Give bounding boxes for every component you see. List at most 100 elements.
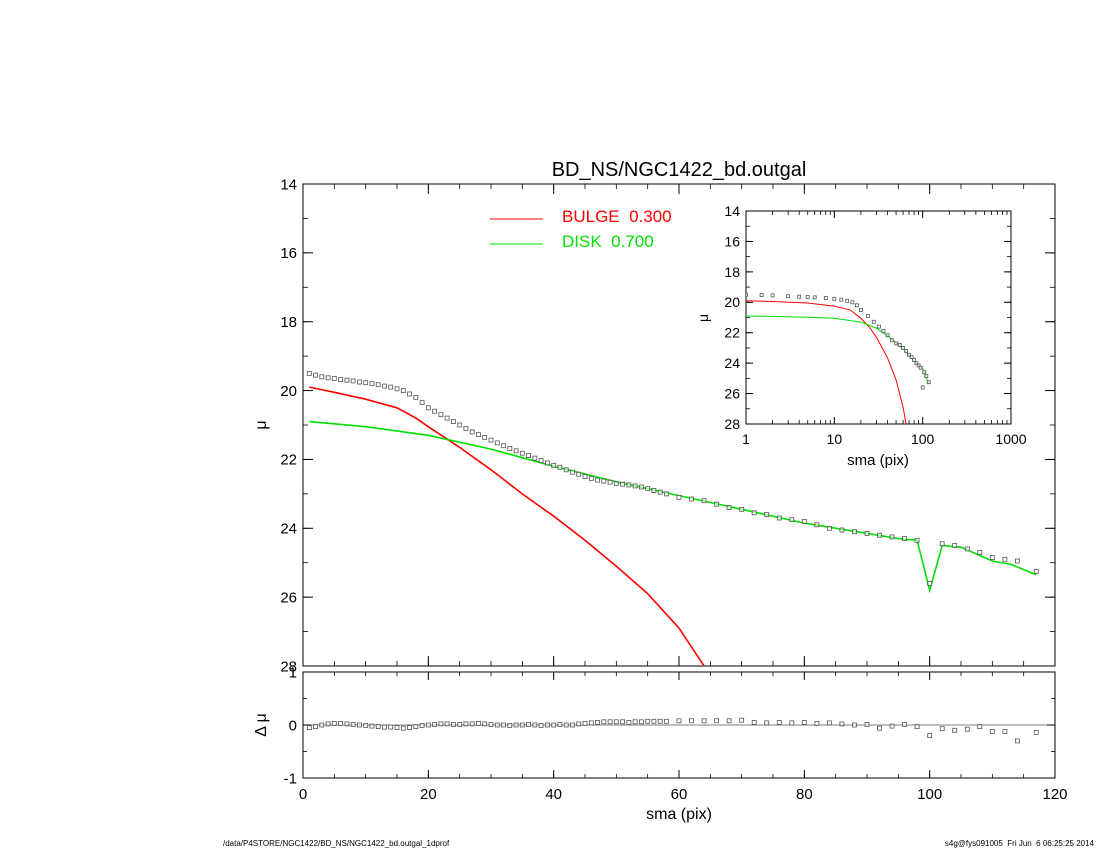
data-point	[369, 381, 375, 387]
data-point	[601, 478, 607, 484]
data-point	[939, 726, 945, 732]
data-point	[977, 550, 983, 555]
data-point	[871, 319, 876, 324]
data-point	[551, 462, 557, 468]
data-point	[939, 541, 945, 547]
data-point	[926, 380, 931, 385]
data-point	[494, 440, 500, 446]
data-point	[557, 464, 563, 470]
data-point	[902, 722, 907, 727]
data-point	[776, 720, 782, 725]
y-tick-label: 28	[280, 658, 297, 675]
data-point	[482, 434, 488, 440]
data-point	[770, 293, 775, 298]
y-tick-label: 20	[724, 294, 740, 310]
x-axis-label: sma (pix)	[646, 806, 712, 823]
y-tick-label: 20	[280, 383, 297, 400]
data-point	[852, 529, 857, 535]
data-point	[1033, 568, 1039, 574]
data-point	[595, 477, 600, 483]
data-point	[463, 721, 469, 727]
data-point	[786, 294, 790, 299]
data-point	[890, 338, 894, 343]
x-tick-label: 100	[917, 786, 942, 803]
data-point	[839, 297, 844, 302]
data-point	[526, 453, 531, 459]
inset-panel: 14 16 18 20 22 24 26 281 10 100 1000 μ sma (pix)	[695, 203, 1027, 469]
data-point	[952, 727, 958, 733]
data-point	[626, 482, 632, 488]
x-tick-label: 20	[420, 786, 437, 803]
data-point	[519, 450, 525, 456]
y-tick-label: 24	[280, 521, 297, 538]
data-point	[632, 483, 638, 489]
data-point	[313, 724, 318, 729]
data-point	[855, 303, 859, 308]
data-point	[904, 349, 908, 353]
data-point	[664, 491, 669, 497]
data-point	[918, 365, 923, 370]
data-point	[513, 448, 519, 454]
data-point	[676, 718, 682, 724]
data-point	[425, 405, 431, 411]
data-point	[827, 525, 832, 531]
data-point	[526, 722, 531, 727]
data-point	[582, 721, 588, 726]
data-point	[902, 536, 907, 541]
y-tick-label: 26	[280, 589, 297, 606]
data-point	[306, 370, 312, 376]
data-point	[812, 295, 817, 300]
data-point	[313, 372, 318, 378]
data-point	[764, 720, 770, 726]
data-point	[866, 314, 870, 318]
legend-bulge-label: BULGE 0.300	[562, 207, 672, 226]
data-point	[344, 377, 350, 383]
data-point	[859, 307, 863, 312]
y-tick-label: 28	[724, 416, 740, 432]
data-point	[664, 718, 669, 724]
data-point	[952, 543, 958, 548]
data-point	[1002, 556, 1008, 562]
legend: BULGE 0.300 DISK 0.700	[490, 207, 672, 251]
data-point	[764, 512, 770, 517]
inset-series	[746, 292, 931, 424]
data-point	[382, 724, 387, 730]
data-point	[845, 298, 850, 303]
data-point	[501, 722, 506, 728]
data-point	[797, 294, 802, 299]
residual-series	[306, 717, 1039, 744]
data-point	[494, 722, 500, 728]
data-point	[419, 723, 425, 728]
data-point	[438, 721, 444, 727]
data-point	[897, 342, 902, 347]
data-point	[394, 725, 400, 730]
data-point	[369, 723, 375, 729]
data-point	[545, 460, 550, 466]
data-point	[746, 292, 748, 297]
footer-timestamp: s4g@fys091005 Fri Jun 6 06:25:25 2014	[944, 839, 1094, 848]
data-point	[676, 494, 682, 500]
data-point	[613, 481, 619, 486]
x-tick-label: 40	[545, 786, 562, 803]
y-tick-label: 14	[724, 203, 740, 219]
data-point	[388, 384, 394, 390]
data-point	[912, 358, 916, 363]
data-point	[582, 474, 588, 480]
data-point	[864, 531, 870, 536]
data-point	[344, 721, 350, 727]
data-point	[759, 293, 764, 297]
data-point	[914, 537, 920, 543]
data-point	[850, 300, 855, 305]
data-point	[701, 718, 707, 724]
data-point	[922, 370, 927, 375]
data-point	[885, 333, 890, 338]
data-point	[751, 720, 757, 725]
data-point	[989, 729, 995, 734]
data-point	[532, 455, 538, 461]
data-point	[739, 717, 745, 723]
data-point	[689, 718, 694, 724]
data-point	[789, 720, 795, 726]
data-point	[909, 355, 914, 360]
data-point	[570, 722, 575, 728]
